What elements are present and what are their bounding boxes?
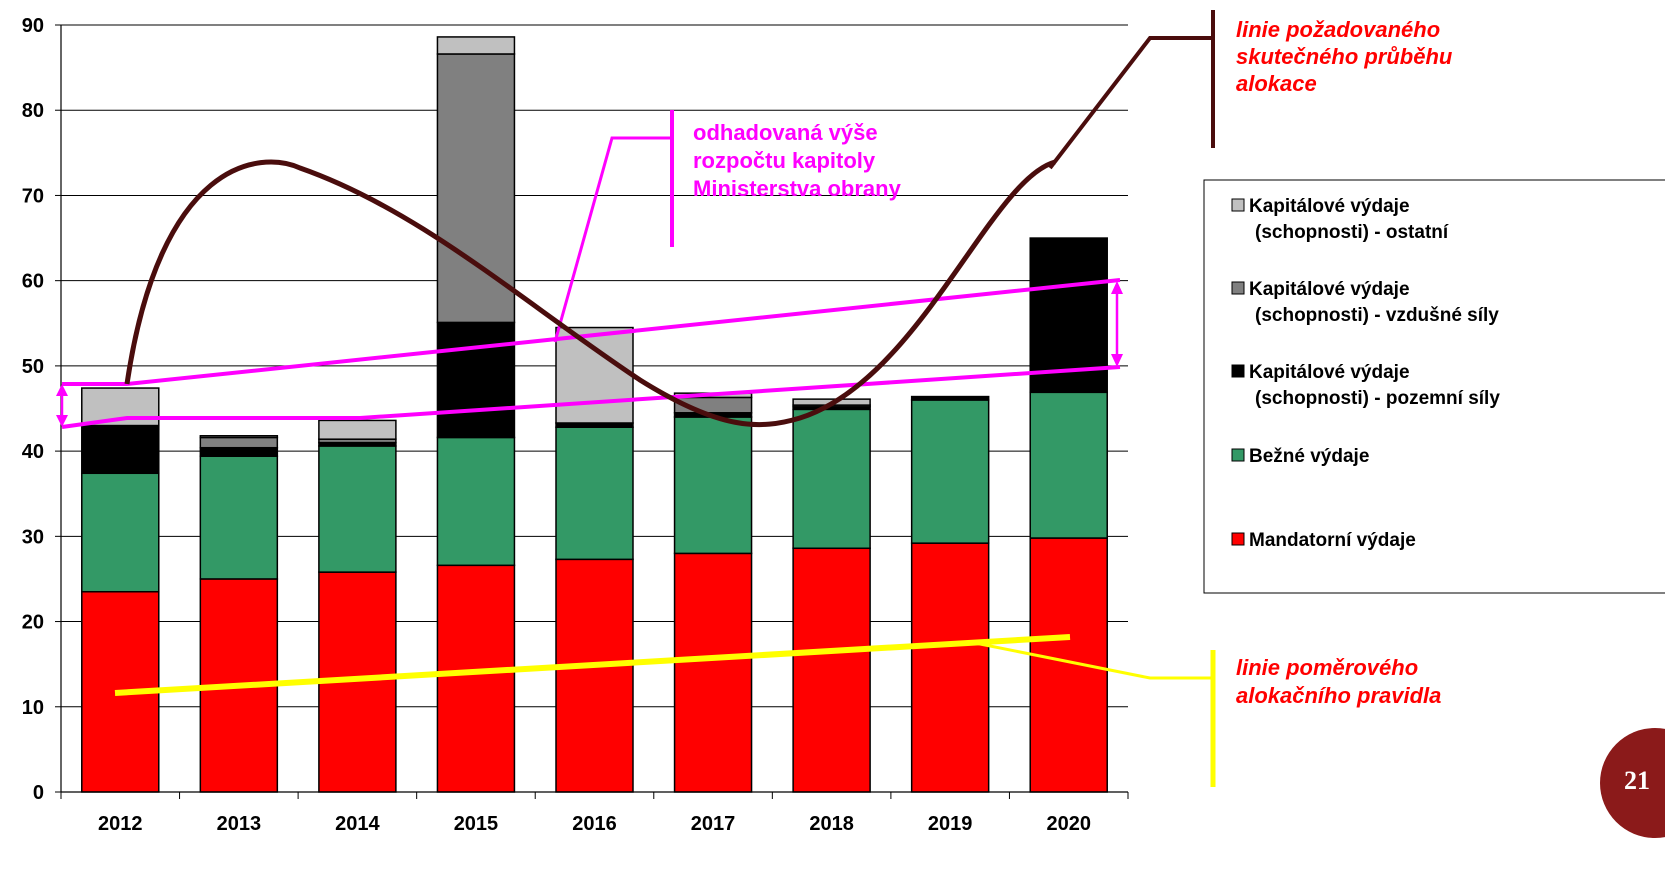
bar-segment: [910, 542, 990, 793]
annotation-lines: [56, 10, 1216, 787]
legend-label: (schopnosti) - ostatní: [1255, 222, 1449, 243]
x-tick-label: 2020: [1046, 813, 1091, 835]
y-tick-label: 20: [22, 612, 44, 634]
bar-segment: [1029, 391, 1108, 539]
y-tick-label: 70: [22, 185, 44, 207]
bar-segment: [555, 558, 634, 793]
bar-segment: [1029, 537, 1108, 793]
bar-segment: [555, 426, 634, 561]
bar-segment: [81, 424, 160, 475]
bar-segment: [673, 416, 753, 555]
arrowhead: [56, 415, 68, 427]
bar-segment: [436, 321, 516, 439]
arrowhead: [56, 384, 68, 396]
legend-label: (schopnosti) - pozemní síly: [1255, 388, 1500, 409]
bar-segment: [673, 552, 753, 793]
annotation-line: linie poměrového: [1236, 655, 1418, 680]
y-tick-label: 0: [33, 782, 44, 804]
x-tick-label: 2017: [691, 813, 736, 835]
budget-lower-line: [61, 365, 1121, 429]
legend-label: Kapitálové výdaje: [1249, 196, 1410, 217]
y-tick-label: 50: [22, 356, 44, 378]
x-tick-label: 2012: [98, 813, 143, 835]
annotation-line: skutečného průběhu: [1236, 44, 1453, 69]
arrowhead: [1111, 281, 1123, 294]
bar-segment: [436, 564, 516, 793]
annotation-line: linie požadovaného: [1236, 17, 1440, 42]
legend-label: Mandatorní výdaje: [1249, 530, 1416, 551]
annotation-line: odhadovaná výše: [693, 120, 878, 145]
required-allocation-connector: [1048, 36, 1213, 170]
legend-swatch: [1231, 448, 1245, 462]
y-tick-label: 60: [22, 271, 44, 293]
x-tick-label: 2018: [809, 813, 854, 835]
bar-segment: [199, 436, 279, 449]
legend-swatch: [1231, 532, 1245, 546]
bar-segment: [436, 436, 516, 567]
legend-label: Kapitálové výdaje: [1249, 279, 1410, 300]
annotation-line: alokace: [1236, 71, 1317, 96]
annotation-line: Ministerstva obrany: [693, 176, 902, 201]
bar-segment: [792, 547, 871, 793]
y-tick-label: 80: [22, 100, 44, 122]
y-tick-label: 40: [22, 441, 44, 463]
x-tick-label: 2013: [217, 813, 262, 835]
y-tick-label: 90: [22, 15, 44, 37]
annotation-line: rozpočtu kapitoly: [693, 148, 876, 173]
arrowhead: [1111, 354, 1123, 367]
bar-segment: [199, 435, 279, 439]
ratio-rule-line: [114, 634, 1071, 696]
axes: 0 10 20 30 40 50 60 70 80 90 2012 2013 2014 2015 2016 2…: [22, 15, 1129, 835]
legend-box: [1203, 179, 1665, 594]
annotation-line: alokačního pravidla: [1236, 683, 1441, 708]
bar-segment: [199, 446, 279, 457]
x-tick-label: 2014: [335, 813, 380, 835]
bar-segment: [910, 399, 990, 544]
budget-connector: [553, 136, 672, 343]
bar-segment: [1029, 237, 1108, 394]
bars: [81, 36, 1108, 793]
x-tick-label: 2019: [928, 813, 973, 835]
legend-swatch: [1231, 364, 1245, 378]
annotation-ratio-rule: linie poměrového alokačního pravidla: [1236, 655, 1441, 708]
bar-segment: [436, 36, 516, 55]
annotation-budget-estimate: odhadovaná výše rozpočtu kapitoly Minister…: [693, 120, 902, 201]
legend-label: Kapitálové výdaje: [1249, 362, 1410, 383]
bar-segment: [199, 455, 279, 580]
legend-swatch: [1231, 198, 1245, 212]
bar-segment: [318, 445, 397, 573]
legend: Kapitálové výdaje (schopnosti) - ostatní K…: [1203, 179, 1665, 594]
x-tick-label: 2016: [572, 813, 617, 835]
required-allocation-curve: [124, 159, 1056, 428]
y-tick-label: 30: [22, 526, 44, 548]
legend-swatch: [1231, 281, 1245, 295]
bar-segment: [555, 326, 634, 424]
legend-label: Bežné výdaje: [1249, 446, 1369, 467]
legend-label: (schopnosti) - vzdušné síly: [1255, 305, 1499, 326]
page-number: 21: [1624, 766, 1650, 795]
y-tick-label: 10: [22, 697, 44, 719]
ratio-rule-connector: [969, 640, 1213, 680]
bar-segment: [81, 472, 160, 593]
bar-segment: [792, 408, 871, 550]
bar-segment: [910, 395, 990, 401]
x-tick-label: 2015: [454, 813, 499, 835]
bar-segment: [318, 419, 397, 440]
